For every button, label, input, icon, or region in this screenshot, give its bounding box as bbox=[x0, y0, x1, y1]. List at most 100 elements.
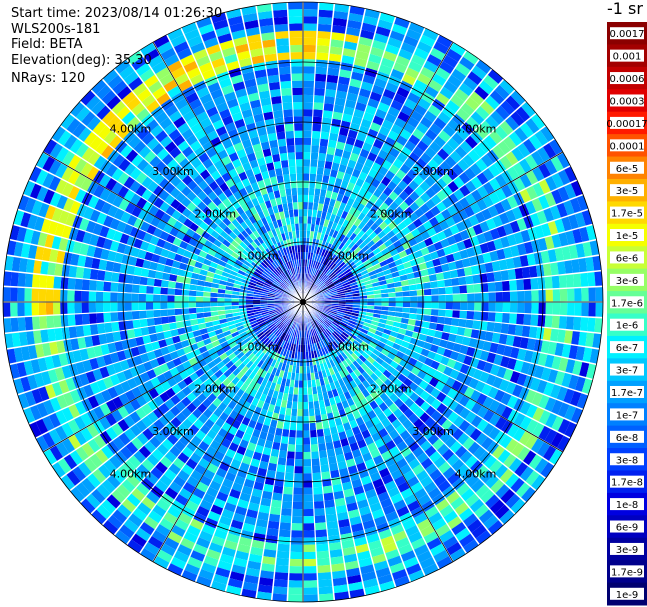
data-cell bbox=[32, 303, 39, 316]
data-cell bbox=[367, 298, 374, 301]
data-cell bbox=[272, 493, 282, 501]
data-cell bbox=[203, 307, 210, 312]
data-cell bbox=[304, 16, 317, 23]
data-cell bbox=[410, 296, 417, 301]
data-cell bbox=[97, 323, 105, 333]
data-cell bbox=[265, 542, 277, 551]
data-cell bbox=[315, 515, 326, 523]
data-cell bbox=[266, 470, 275, 479]
data-cell bbox=[310, 423, 316, 431]
data-cell bbox=[367, 302, 374, 305]
data-cell bbox=[311, 451, 319, 459]
data-cell bbox=[531, 290, 538, 301]
data-cell bbox=[3, 287, 11, 301]
data-cell bbox=[288, 594, 302, 602]
data-cell bbox=[147, 278, 155, 286]
data-cell bbox=[312, 131, 320, 139]
data-cell bbox=[395, 307, 402, 312]
data-cell bbox=[90, 324, 98, 335]
data-cell bbox=[508, 269, 516, 280]
data-cell bbox=[127, 265, 136, 274]
data-cell bbox=[437, 317, 445, 324]
data-cell bbox=[304, 495, 313, 502]
data-cell bbox=[327, 528, 339, 537]
data-cell bbox=[321, 471, 330, 479]
data-cell bbox=[319, 450, 327, 458]
data-cell bbox=[316, 60, 328, 68]
data-cell bbox=[290, 559, 302, 566]
data-cell bbox=[282, 167, 289, 175]
data-cell bbox=[32, 289, 39, 302]
data-cell bbox=[543, 328, 552, 340]
data-cell bbox=[299, 380, 303, 387]
data-cell bbox=[314, 88, 324, 96]
data-cell bbox=[303, 359, 306, 366]
data-cell bbox=[141, 327, 149, 336]
data-cell bbox=[304, 59, 315, 66]
data-cell bbox=[581, 303, 588, 316]
data-cell bbox=[304, 23, 317, 30]
data-cell bbox=[303, 459, 311, 466]
data-cell bbox=[292, 195, 297, 203]
data-cell bbox=[545, 315, 553, 327]
data-cell bbox=[316, 536, 328, 544]
data-cell bbox=[124, 302, 131, 310]
data-cell bbox=[318, 17, 332, 25]
data-cell bbox=[304, 2, 318, 10]
data-cell bbox=[210, 302, 217, 306]
data-cell bbox=[552, 276, 560, 288]
data-cell bbox=[581, 288, 588, 301]
data-cell bbox=[304, 580, 317, 587]
data-cell bbox=[303, 438, 310, 445]
data-cell bbox=[303, 409, 308, 416]
data-cell bbox=[291, 545, 303, 552]
data-cell bbox=[446, 302, 453, 309]
data-cell bbox=[464, 267, 472, 276]
data-cell bbox=[494, 323, 502, 333]
data-cell bbox=[196, 302, 203, 307]
data-cell bbox=[439, 295, 446, 302]
data-cell bbox=[75, 279, 83, 290]
data-cell bbox=[296, 438, 303, 445]
data-cell bbox=[304, 552, 316, 559]
data-cell bbox=[160, 295, 167, 302]
data-cell bbox=[304, 545, 316, 552]
data-cell bbox=[153, 287, 161, 294]
data-cell bbox=[467, 302, 474, 310]
data-cell bbox=[82, 279, 90, 290]
data-cell bbox=[46, 303, 53, 315]
data-cell bbox=[280, 515, 291, 523]
data-cell bbox=[471, 265, 480, 274]
data-cell bbox=[167, 309, 175, 316]
data-cell bbox=[67, 303, 74, 314]
data-cell bbox=[282, 501, 292, 509]
data-cell bbox=[320, 457, 328, 465]
data-cell bbox=[523, 279, 531, 290]
data-cell bbox=[153, 295, 160, 302]
data-cell bbox=[328, 140, 337, 148]
data-cell bbox=[281, 508, 291, 516]
data-cell bbox=[97, 270, 105, 280]
data-cell bbox=[161, 280, 169, 287]
data-cell bbox=[281, 88, 291, 96]
data-cell bbox=[574, 288, 581, 301]
data-cell bbox=[326, 442, 334, 450]
data-cell bbox=[317, 167, 324, 175]
data-cell bbox=[308, 195, 313, 203]
data-cell bbox=[196, 291, 204, 296]
data-cell bbox=[280, 443, 288, 451]
data-cell bbox=[32, 274, 40, 287]
data-cell bbox=[325, 89, 336, 97]
data-cell bbox=[316, 529, 327, 537]
data-cell bbox=[424, 296, 431, 302]
data-cell bbox=[327, 449, 335, 457]
data-cell bbox=[125, 275, 133, 284]
data-cell bbox=[161, 317, 169, 324]
data-cell bbox=[278, 52, 290, 60]
data-cell bbox=[303, 452, 310, 459]
data-cell bbox=[76, 326, 84, 337]
data-cell bbox=[329, 53, 341, 62]
data-cell bbox=[304, 509, 314, 516]
data-cell bbox=[139, 285, 147, 293]
data-cell bbox=[319, 586, 333, 594]
